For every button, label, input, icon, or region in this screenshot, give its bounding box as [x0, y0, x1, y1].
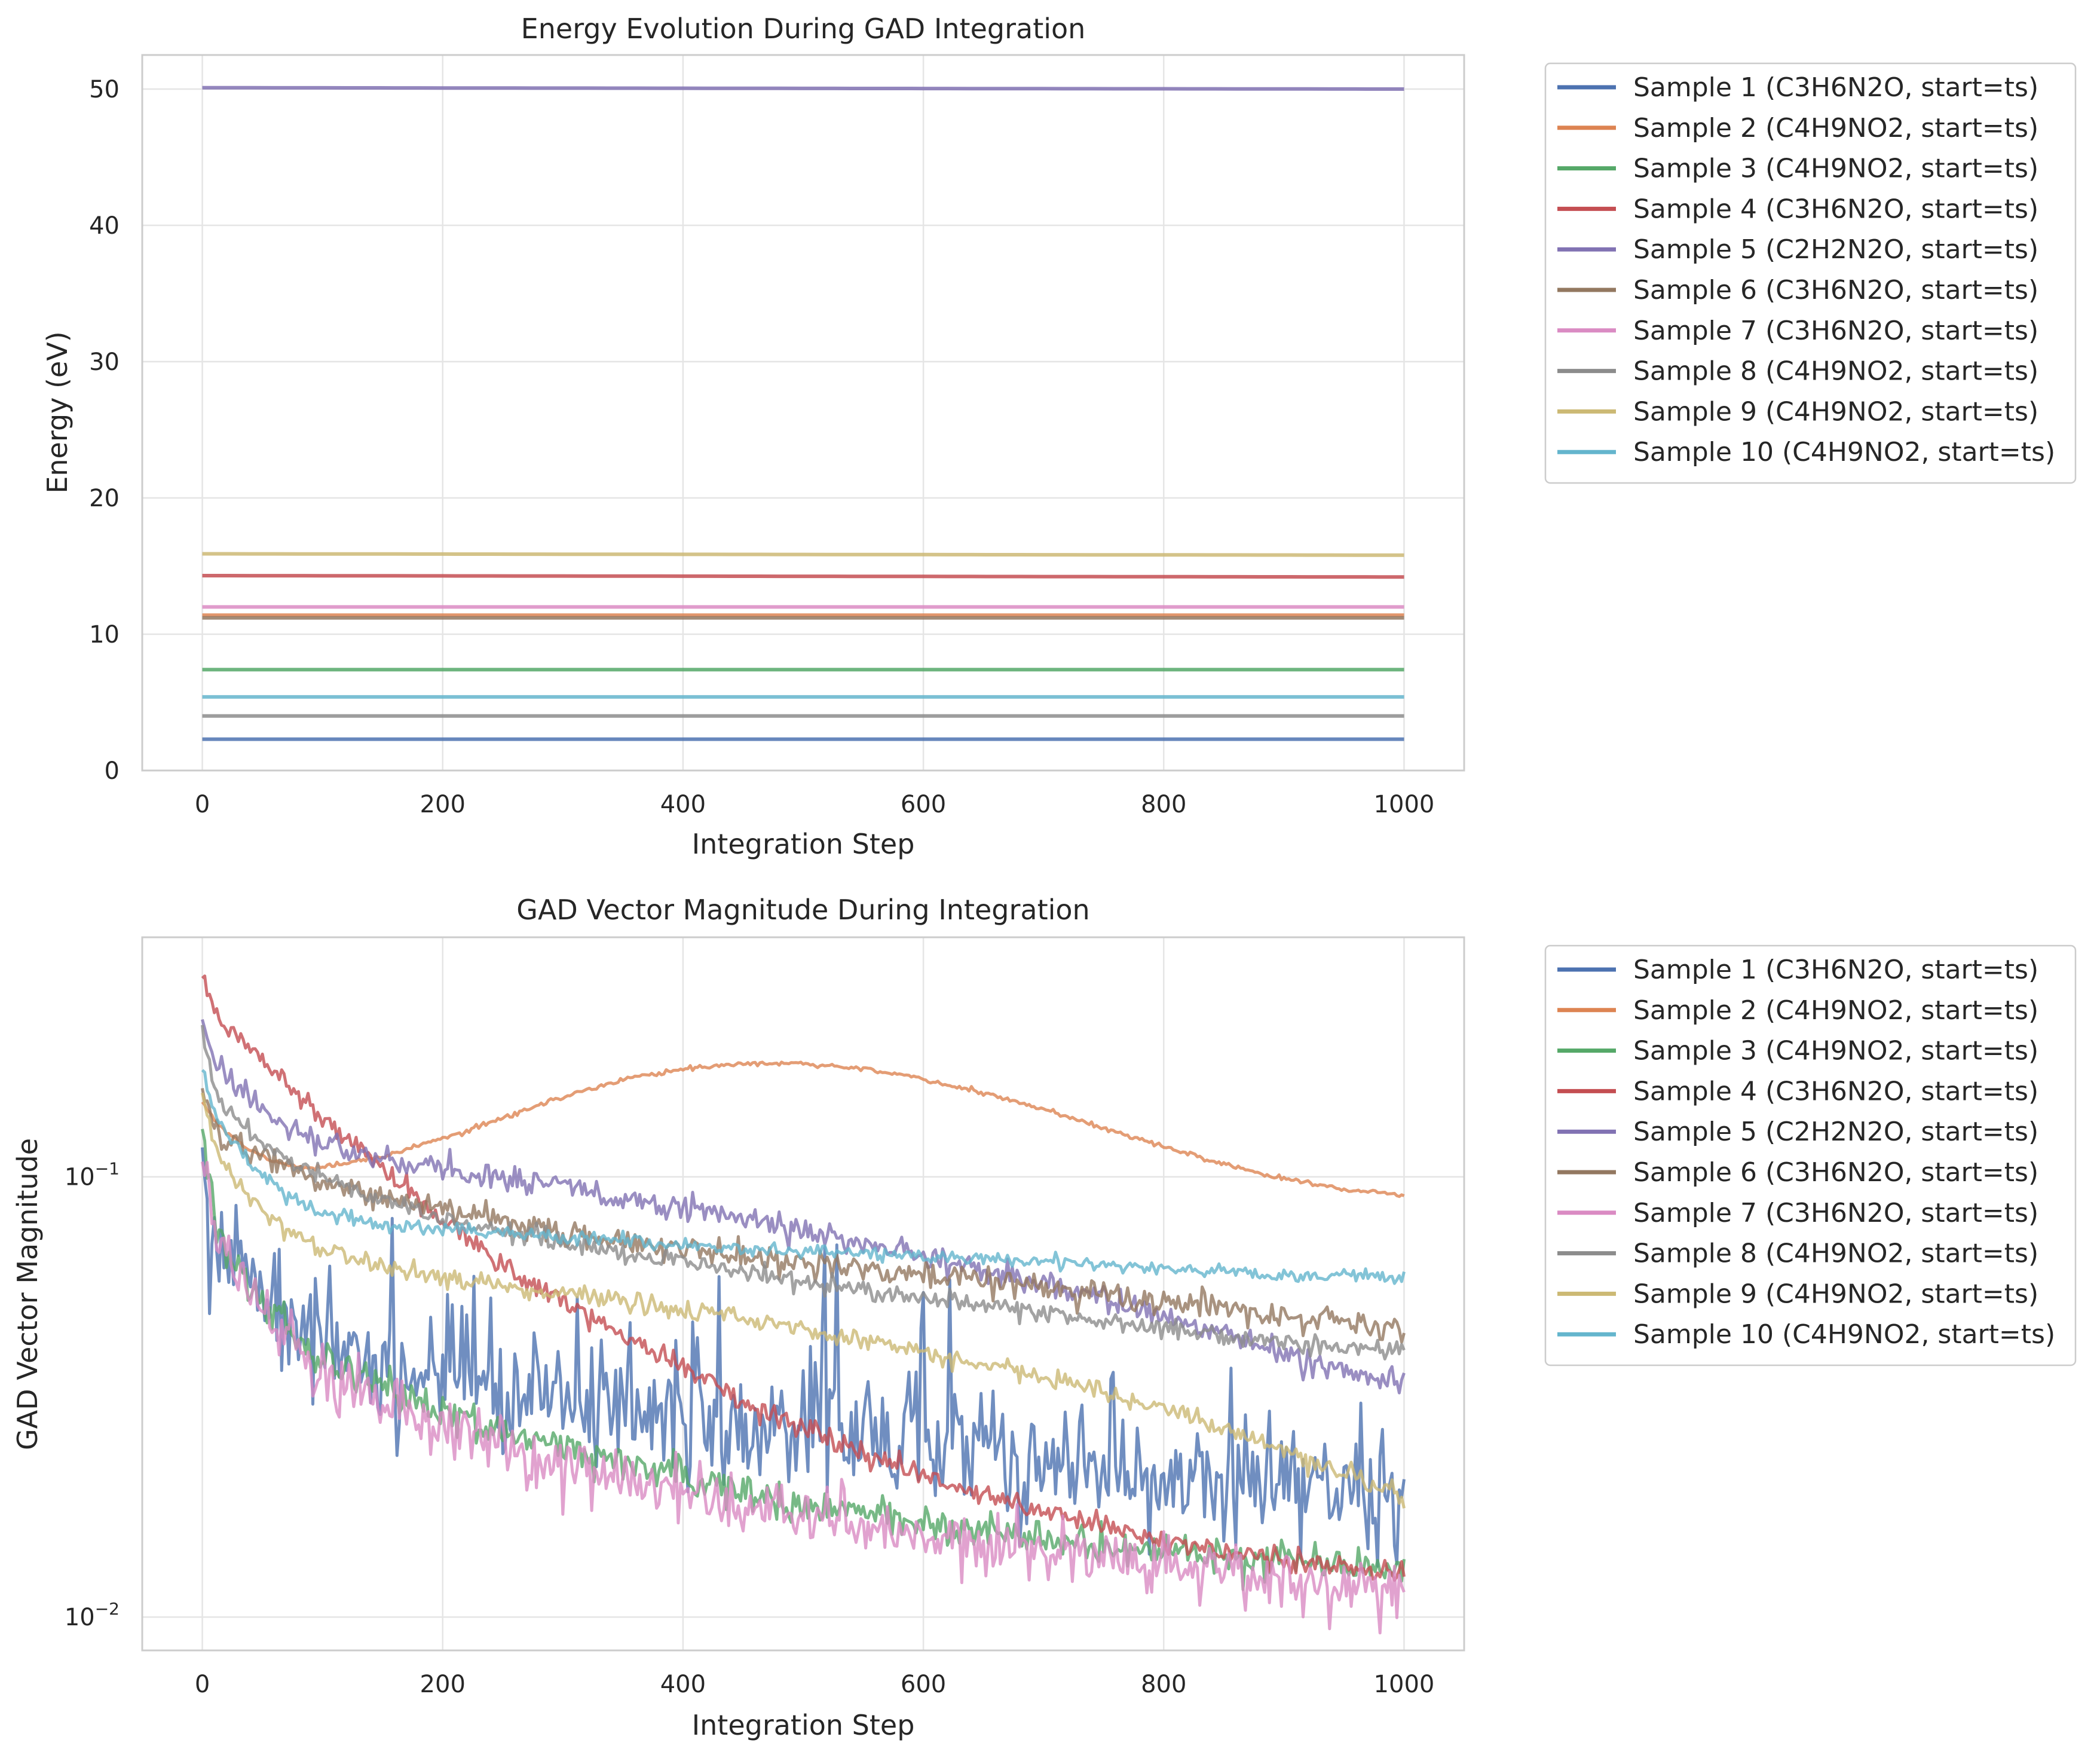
legend-label-sample-8: Sample 8 (C4H9NO2, start=ts) [1633, 356, 2038, 387]
legend-label-sample-1: Sample 1 (C3H6N2O, start=ts) [1633, 955, 2038, 985]
legend-label-sample-6: Sample 6 (C3H6N2O, start=ts) [1633, 1157, 2038, 1188]
series-line-sample-10 [201, 1069, 1406, 1285]
x-tick-label: 400 [660, 1671, 706, 1698]
y-tick-label: 10−1 [65, 1159, 120, 1191]
series-line-sample-7 [201, 1161, 1406, 1635]
series-line-sample-5 [202, 85, 1404, 91]
energy-x-axis-label: Integration Step [692, 828, 915, 860]
legend-label-sample-5: Sample 5 (C2H2N2O, start=ts) [1633, 1117, 2038, 1147]
y-tick-label: 40 [89, 212, 120, 240]
x-tick-label: 1000 [1374, 791, 1435, 818]
x-tick-label: 400 [660, 791, 706, 818]
energy-y-ticks: 0 10 20 30 40 50 [89, 76, 120, 785]
series-line-sample-2 [201, 1060, 1405, 1199]
energy-legend: Sample 1 (C3H6N2O, start=ts) Sample 2 (C4… [1544, 62, 2077, 484]
gad-grid [142, 937, 1464, 1650]
energy-y-axis-label: Energy (eV) [41, 331, 74, 493]
gad-legend: Sample 1 (C3H6N2O, start=ts) Sample 2 (C4… [1544, 944, 2077, 1366]
y-tick-label: 20 [89, 485, 120, 512]
legend-label-sample-6: Sample 6 (C3H6N2O, start=ts) [1633, 275, 2038, 305]
legend-label-sample-5: Sample 5 (C2H2N2O, start=ts) [1633, 234, 2038, 265]
y-tick-label: 50 [89, 76, 120, 103]
series-line-sample-9 [201, 1092, 1406, 1509]
gad-y-ticks: 10−2 10−1 [65, 1159, 120, 1632]
legend-label-sample-10: Sample 10 (C4H9NO2, start=ts) [1633, 1319, 2055, 1350]
legend-label-sample-1: Sample 1 (C3H6N2O, start=ts) [1633, 72, 2038, 103]
x-tick-label: 200 [420, 791, 466, 818]
series-line-sample-8 [201, 1025, 1406, 1360]
gad-title: GAD Vector Magnitude During Integration [516, 894, 1089, 926]
y-tick-label: 10−2 [65, 1599, 120, 1631]
energy-x-ticks: 0 200 400 600 800 1000 [195, 791, 1435, 818]
x-tick-label: 600 [901, 1671, 946, 1698]
series-line-sample-1 [201, 1147, 1406, 1568]
energy-title: Energy Evolution During GAD Integration [521, 13, 1086, 45]
gad-x-ticks: 0 200 400 600 800 1000 [195, 1671, 1435, 1698]
gad-x-axis-label: Integration Step [692, 1709, 915, 1741]
series-line-sample-9 [202, 552, 1404, 557]
gad-lines [201, 974, 1406, 1635]
x-tick-label: 800 [1141, 1671, 1186, 1698]
series-line-sample-4 [201, 974, 1406, 1582]
legend-label-sample-3: Sample 3 (C4H9NO2, start=ts) [1633, 154, 2038, 184]
legend-label-sample-7: Sample 7 (C3H6N2O, start=ts) [1633, 1198, 2038, 1228]
x-tick-label: 1000 [1374, 1671, 1435, 1698]
legend-label-sample-4: Sample 4 (C3H6N2O, start=ts) [1633, 1076, 2038, 1106]
y-tick-label: 0 [105, 757, 120, 785]
gad-panel: GAD Vector Magnitude During Integration … [11, 894, 2077, 1741]
legend-label-sample-10: Sample 10 (C4H9NO2, start=ts) [1633, 437, 2055, 467]
series-line-sample-4 [202, 574, 1404, 579]
energy-lines [202, 85, 1404, 741]
gad-legend-frame [1544, 944, 2077, 1366]
energy-panel: Energy Evolution During GAD Integration … [41, 13, 2077, 860]
legend-label-sample-7: Sample 7 (C3H6N2O, start=ts) [1633, 316, 2038, 346]
x-tick-label: 600 [901, 791, 946, 818]
x-tick-label: 800 [1141, 791, 1186, 818]
legend-label-sample-8: Sample 8 (C4H9NO2, start=ts) [1633, 1239, 2038, 1269]
legend-label-sample-3: Sample 3 (C4H9NO2, start=ts) [1633, 1036, 2038, 1066]
energy-legend-frame [1544, 62, 2077, 484]
legend-label-sample-9: Sample 9 (C4H9NO2, start=ts) [1633, 1279, 2038, 1309]
gad-y-axis-label: GAD Vector Magnitude [11, 1138, 44, 1450]
x-tick-label: 0 [195, 1671, 210, 1698]
energy-axes-frame [141, 54, 1465, 772]
legend-label-sample-9: Sample 9 (C4H9NO2, start=ts) [1633, 396, 2038, 427]
x-tick-label: 0 [195, 791, 210, 818]
legend-label-sample-4: Sample 4 (C3H6N2O, start=ts) [1633, 194, 2038, 224]
legend-label-sample-2: Sample 2 (C4H9NO2, start=ts) [1633, 995, 2038, 1026]
legend-label-sample-2: Sample 2 (C4H9NO2, start=ts) [1633, 113, 2038, 143]
x-tick-label: 200 [420, 1671, 466, 1698]
gad-axes-frame [141, 936, 1465, 1652]
y-tick-label: 10 [89, 621, 120, 649]
y-tick-label: 30 [89, 348, 120, 376]
